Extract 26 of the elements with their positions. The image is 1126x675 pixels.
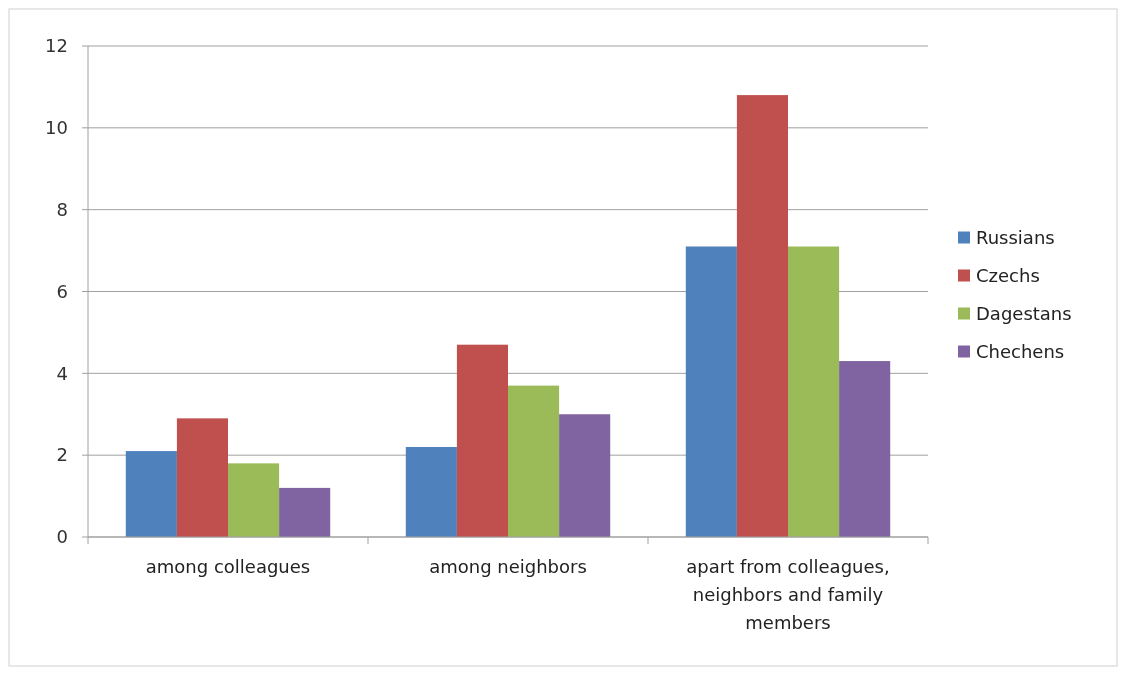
y-tick-label: 0 [56, 526, 68, 548]
x-tick-label: apart from colleagues, neighbors and family members [686, 556, 890, 633]
y-tick-label: 4 [56, 362, 68, 384]
y-tick-label: 12 [45, 35, 68, 57]
bar [559, 414, 611, 537]
legend-label: Dagestans [976, 302, 1072, 324]
bar [736, 95, 788, 537]
legend-label: Russians [976, 226, 1055, 248]
y-tick-label: 8 [56, 198, 68, 220]
y-tick-label: 10 [45, 117, 68, 139]
bar [228, 463, 280, 537]
bar [788, 246, 840, 537]
bar [685, 246, 737, 537]
legend-label: Chechens [976, 340, 1065, 362]
bar [508, 385, 560, 537]
legend-label: Czechs [976, 264, 1040, 286]
bar [456, 344, 508, 537]
bar [279, 487, 331, 537]
bar [405, 446, 457, 537]
x-tick-label: among colleagues [145, 556, 311, 577]
bar [125, 451, 177, 537]
y-tick-label: 6 [56, 280, 68, 302]
x-tick-label: among neighbors [429, 556, 587, 577]
bar [176, 418, 228, 537]
bar [839, 361, 891, 537]
y-tick-label: 2 [56, 444, 68, 466]
